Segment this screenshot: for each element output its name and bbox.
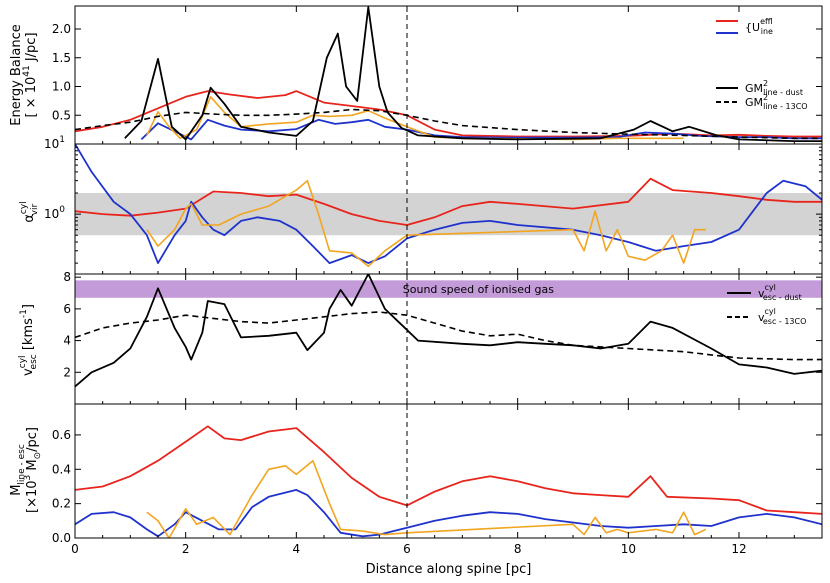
panel-2-series-3 (146, 179, 706, 268)
x-axis-label: Distance along spine [pc] (366, 562, 532, 577)
xtick-label: 8 (514, 542, 522, 556)
xtick-label: 12 (731, 542, 746, 556)
ytick-label: 0.4 (52, 462, 71, 476)
xtick-label: 10 (621, 542, 636, 556)
panel-3-ylabel-text: vcylesc [kms-1] (18, 304, 39, 376)
panel-1-frame (74, 5, 823, 145)
xtick-label: 4 (293, 542, 301, 556)
panel-1-ylabel-line1: Energy Balance (9, 24, 24, 126)
panel-4-frame (74, 403, 823, 539)
panel-1-series-2 (140, 118, 822, 141)
panel-1-series-5 (75, 108, 822, 140)
panel-4-series-2 (75, 489, 822, 538)
ytick-label: 8 (63, 270, 71, 284)
panel-3: Sound speed of ionised gas 2 4 6 8 (63, 270, 823, 405)
ytick-label: 0.0 (52, 531, 71, 545)
ytick-label: 0.2 (52, 497, 71, 511)
legend-text-u-eff: {Ueff line (745, 17, 773, 36)
panel-3-ylabel: vcylesc [kms-1] (18, 304, 39, 376)
panel-3-series-2 (75, 311, 822, 361)
panel-1-ylabel: Energy Balance[ × 1041 J/pc] (9, 24, 39, 126)
x-axis: 0 2 4 6 8 10 12 Distance along spine [pc] (71, 542, 746, 577)
panel-1: 0.5 1.0 1.5 2.0 (52, 5, 823, 145)
xtick-label: 6 (403, 542, 411, 556)
ytick-label: 101 (44, 135, 65, 151)
ytick-label: 6 (63, 302, 71, 316)
xtick-label: 2 (182, 542, 190, 556)
ytick-label: 1.5 (52, 51, 71, 65)
panel-2-ylabel-text: αcylvir (19, 201, 40, 222)
ytick-label: 0.5 (52, 108, 71, 122)
ytick-label: 0.6 (52, 428, 71, 442)
xtick-label: 0 (71, 542, 79, 556)
panel-1-series-4 (124, 6, 822, 142)
panel-3-band (75, 280, 822, 298)
panel-2-series-2 (75, 144, 822, 264)
ytick-label: 100 (44, 205, 65, 221)
ytick-label: 2 (63, 365, 71, 379)
panel-4-ylabel-line2: [×103 M⊙/pc] (23, 427, 43, 513)
panel-4-series-1 (75, 425, 822, 515)
panel-1-ylabel-line2: [ × 1041 J/pc] (22, 32, 39, 117)
band-label: Sound speed of ionised gas (403, 283, 554, 296)
panel-4-ylabel: Mline - esc[×103 M⊙/pc] (9, 427, 43, 513)
panel-2-ylabel: αcylvir (19, 201, 40, 222)
panel-1-series-1 (75, 90, 822, 138)
panel-1-legend-top: {Ueff line (716, 17, 773, 36)
panel-4-series-3 (146, 459, 707, 538)
panel-3-series-1 (75, 274, 822, 388)
legend-text-gm-1: GM2 line - dust (745, 79, 803, 97)
panel-2: 100 101 (44, 135, 823, 275)
panel-4: 0.0 0.2 0.4 0.6 (52, 403, 823, 545)
legend-text-v-2: vcyl esc - 13CO (758, 307, 806, 326)
ytick-label: 2.0 (52, 22, 71, 36)
ytick-label: 1.0 (52, 80, 71, 94)
ytick-label: 4 (63, 334, 71, 348)
